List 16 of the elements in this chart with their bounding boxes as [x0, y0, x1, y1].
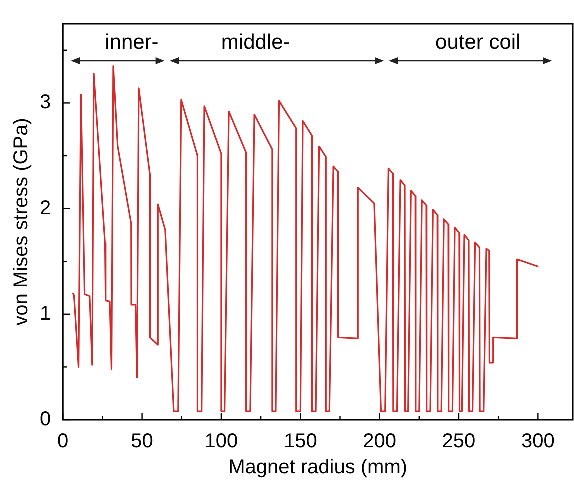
annotation: outer coil — [434, 30, 522, 55]
x-tick-label: 100 — [204, 430, 238, 453]
y-axis-title: von Mises stress (GPa) — [10, 118, 33, 326]
x-tick-label: 200 — [363, 430, 397, 453]
x-axis-title: Magnet radius (mm) — [228, 456, 408, 479]
y-tick-label: 1 — [40, 302, 52, 325]
x-tick-label: 300 — [521, 430, 555, 453]
x-tick-label: 250 — [442, 430, 476, 453]
annotation: middle- — [220, 30, 292, 55]
y-tick-label: 0 — [40, 408, 52, 431]
y-tick-label: 2 — [40, 197, 52, 220]
x-tick-label: 0 — [58, 430, 69, 453]
y-tick-label: 3 — [40, 92, 52, 114]
x-tick-label: 50 — [131, 430, 154, 453]
annotation: inner- — [104, 30, 160, 55]
x-tick-label: 150 — [284, 430, 318, 453]
